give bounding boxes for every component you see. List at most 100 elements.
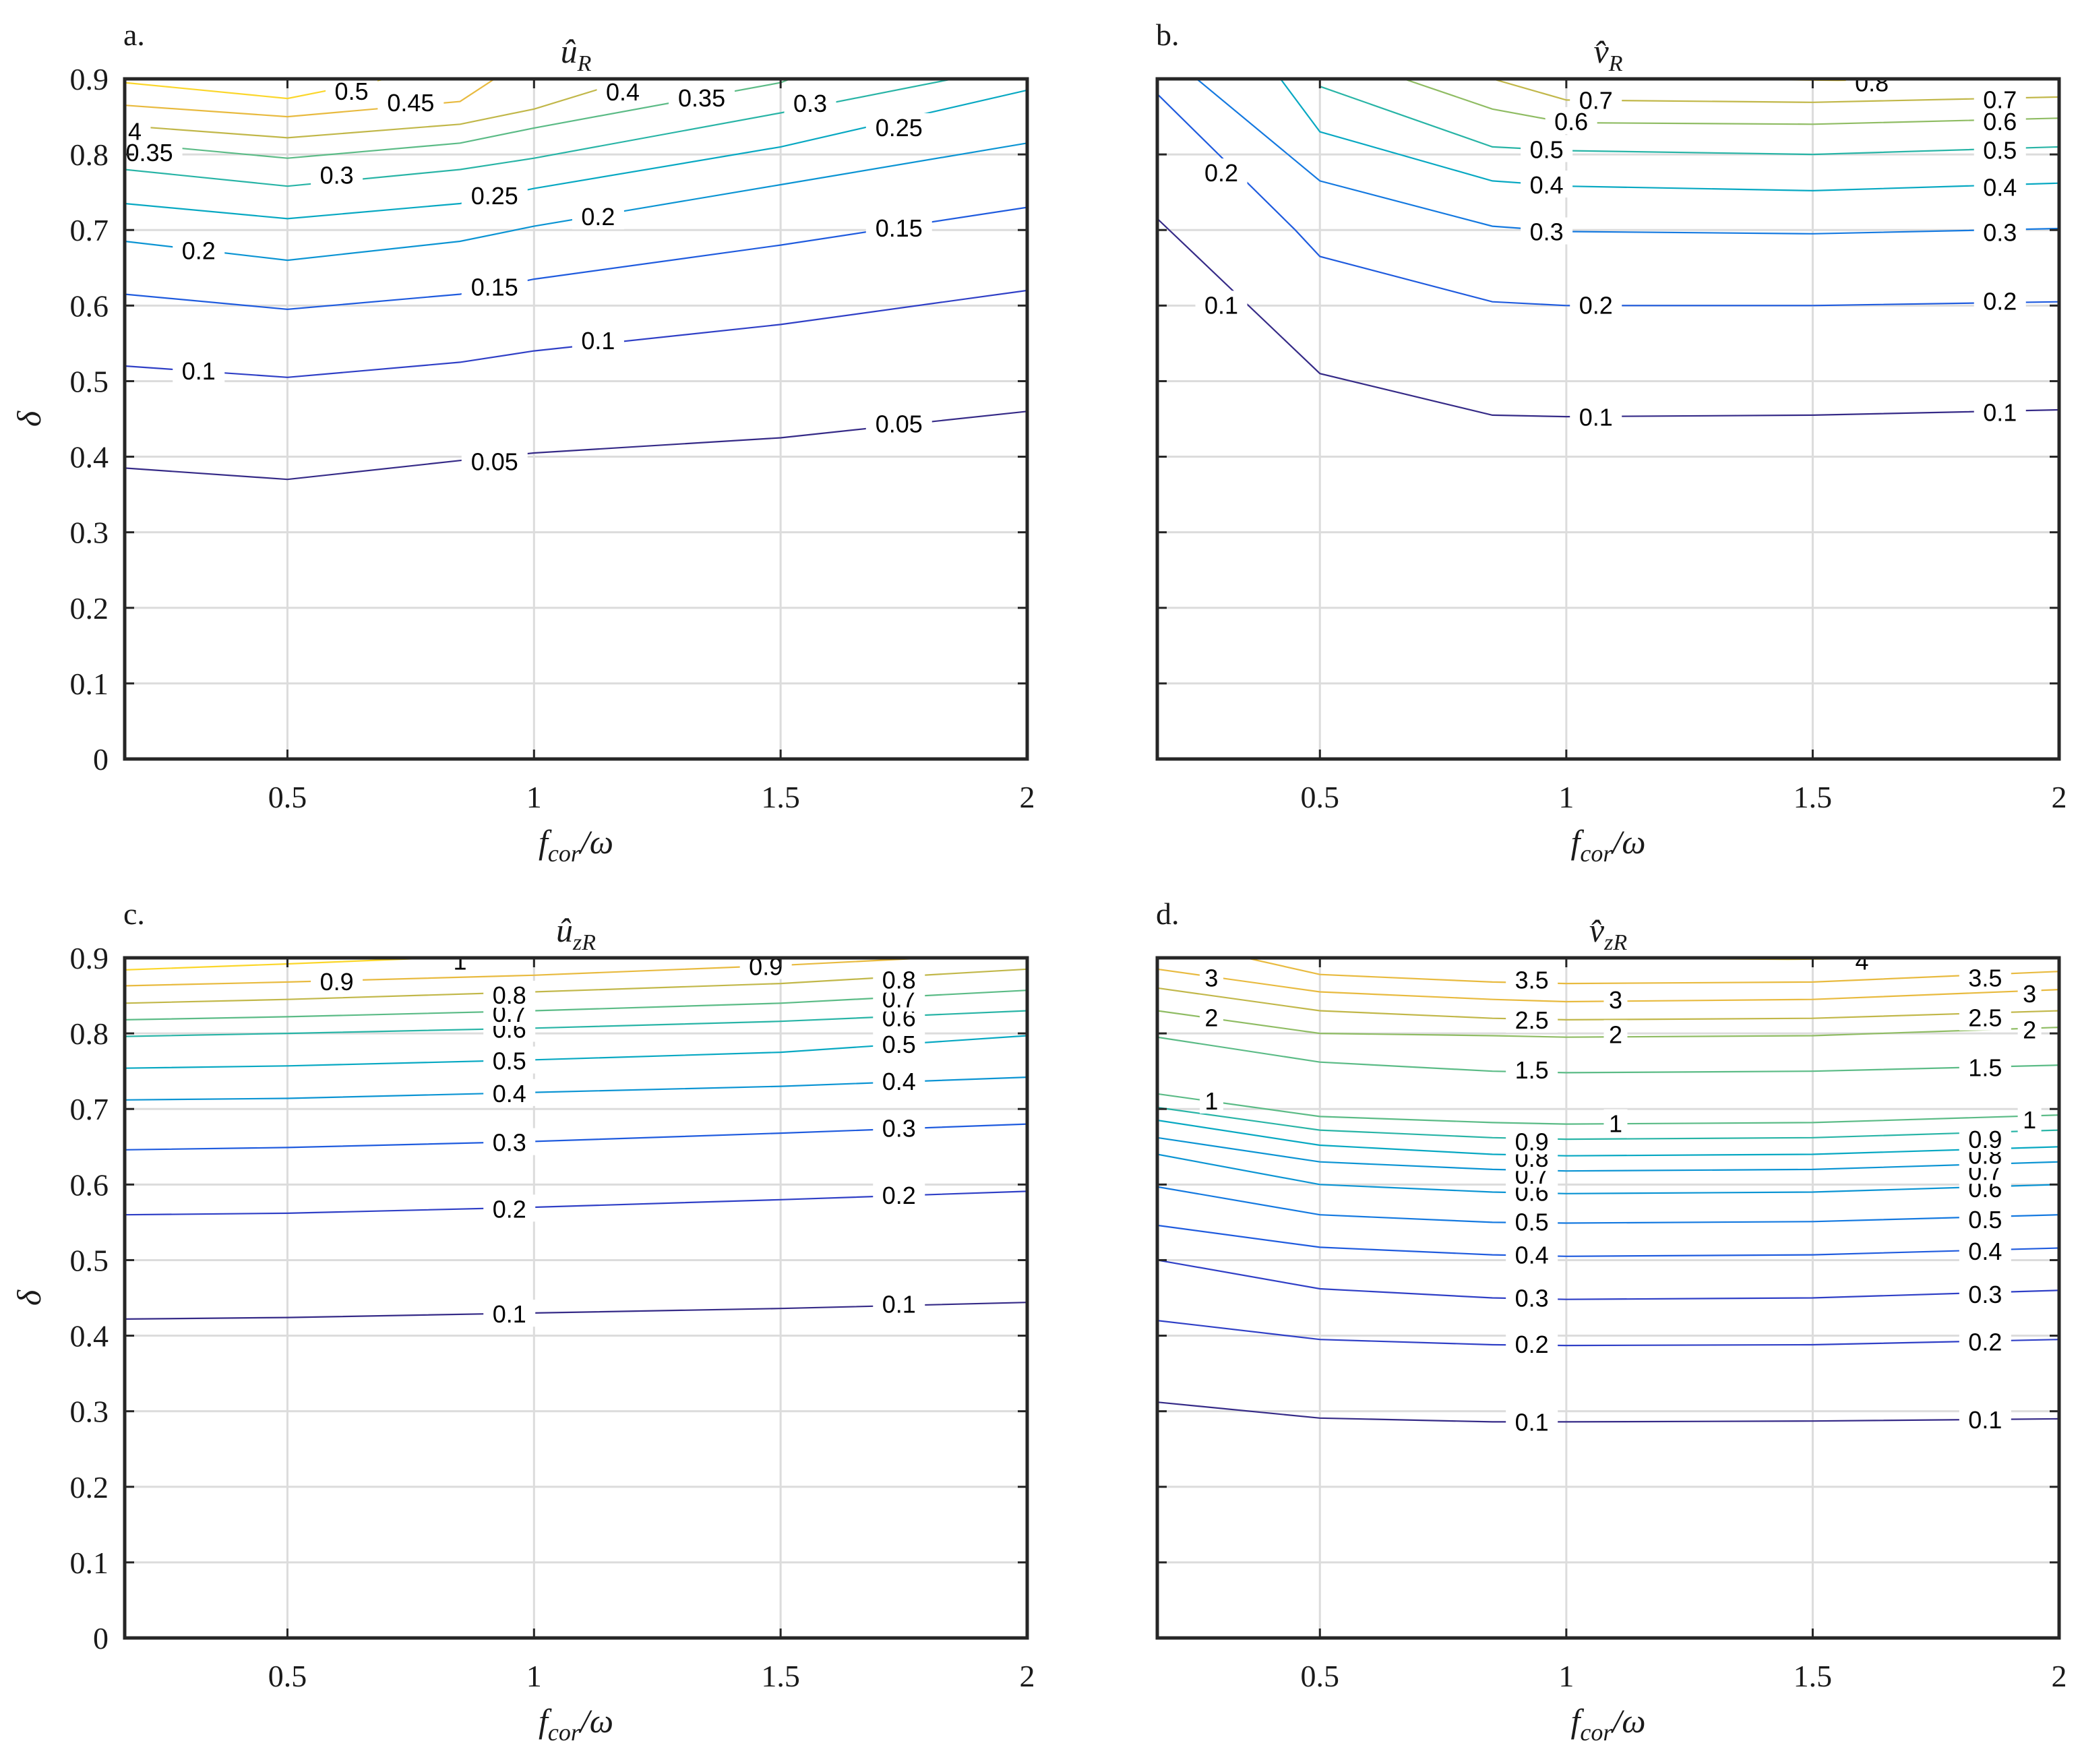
y-tick-label: 0.9 [70, 941, 109, 975]
contour-label: 0.1 [493, 1300, 526, 1328]
contour-label-bg [572, 326, 624, 354]
contour-label-bg [1603, 1109, 1628, 1136]
contour-line-0-4 [125, 79, 633, 139]
contour-label-bg [1506, 1207, 1558, 1235]
y-tick-label: 0.7 [70, 213, 109, 247]
y-tick-label: 0.3 [70, 1395, 109, 1429]
plot-frame [1155, 956, 2061, 1640]
contour-label-bg [1974, 85, 2026, 113]
contour-label-bg [1506, 1127, 1558, 1155]
y-tick-label: 0.4 [70, 1319, 109, 1354]
contour-line-0-2 [1157, 93, 2059, 307]
contour-label-bg [1845, 79, 1898, 96]
y-tick-label: 0.4 [70, 440, 109, 475]
contour-label-bg [1506, 1056, 1558, 1083]
contour-label-bg [1570, 402, 1622, 430]
contour-label: 0.3 [882, 1114, 916, 1142]
x-tick-label: 0.5 [1301, 1659, 1340, 1693]
contour-label: 0.5 [1983, 137, 2017, 164]
contour-label: 0.2 [1968, 1329, 2002, 1356]
y-tick-label: 0.5 [70, 1243, 109, 1277]
contour-line-2 [1157, 1010, 2059, 1038]
contour-label: 0.3 [1515, 1285, 1549, 1312]
panel-label: a. [123, 18, 145, 52]
contour-label: 0.8 [493, 981, 526, 1009]
contour-label: 0.2 [493, 1195, 526, 1223]
contour-label-bg [873, 1029, 925, 1057]
x-tick-label: 2 [2052, 1659, 2067, 1693]
contour-line-0-1 [125, 289, 1027, 378]
contour-label-bg [873, 1181, 925, 1209]
contour-line-0-9 [125, 958, 929, 987]
panel-a: 0.05 0.05 0.1 0.1 0.15 0.15 0.2 0.2 0.25 0.25 0.3 0… [10, 18, 1035, 867]
contour-label: 0.3 [320, 162, 354, 189]
contour-label-bg [2017, 979, 2042, 1006]
contour-label-bg [448, 958, 472, 974]
contour-label: 0.2 [581, 203, 615, 231]
contour-label: 0.2 [882, 1182, 916, 1209]
y-tick-label: 0.6 [70, 288, 109, 323]
contour-label-bg [173, 356, 225, 384]
y-tick-label: 0.5 [70, 364, 109, 398]
contour-label: 2.5 [1968, 1004, 2002, 1032]
contour-label-bg [461, 447, 528, 475]
contour-label-bg [1974, 398, 2026, 425]
x-axis-label: fcor/ω [1570, 823, 1645, 867]
contour-label: 0.4 [1530, 171, 1564, 199]
y-axis-label: δ [10, 410, 48, 427]
contour-label: 0.1 [581, 327, 615, 355]
contour-label-bg [865, 113, 932, 140]
contour-label-bg [873, 965, 925, 993]
panel-b: 0.10.1 0.10.20.2 0.20.3 0.30.4 0.40.5 0.50.6 0… [1155, 18, 2067, 867]
contour-label: 1 [2023, 1106, 2036, 1134]
y-tick-label: 0.8 [70, 1016, 109, 1051]
contour-label: 0.45 [387, 89, 434, 117]
contour-label: 2 [2023, 1016, 2036, 1044]
contour-label: 0.9 [749, 952, 783, 980]
contour-label: 0.3 [793, 90, 827, 117]
contour-label: 0.5 [1530, 135, 1564, 163]
contour-label-bg [2017, 1105, 2042, 1133]
panel-c: 0.1 0.10.2 0.20.30.30.4 0.40.50.50.6 0.60.70… [10, 896, 1035, 1746]
plot-area [1157, 958, 2059, 1638]
x-tick-label: 0.5 [268, 780, 307, 814]
contour-label-bg [483, 1128, 536, 1155]
contour-label: 0.7 [1579, 87, 1613, 115]
contour-label-bg [1959, 1205, 2011, 1233]
contour-line-0-45 [125, 79, 495, 118]
y-tick-label: 0.2 [70, 1470, 109, 1504]
contour-label-bg [483, 1046, 536, 1074]
contour-label: 0.7 [1983, 86, 2017, 113]
contour-label-bg [1521, 217, 1573, 245]
plot-frame [123, 956, 1029, 1640]
x-tick-label: 1 [1558, 1659, 1574, 1693]
contour-label: 3 [2023, 980, 2036, 1008]
contour-label: 0.1 [1515, 1408, 1549, 1436]
contour-label: 2 [1609, 1021, 1622, 1048]
contour-label: 0.4 [882, 1068, 916, 1095]
contour-label: 0.3 [493, 1129, 526, 1157]
panel-label: c. [123, 896, 145, 931]
y-tick-label: 0.9 [70, 62, 109, 96]
contour-label: 0.6 [1983, 108, 2017, 135]
contour-label-bg [483, 1300, 536, 1327]
contour-label: 0.4 [1983, 173, 2017, 201]
contour-line-0-1 [1157, 218, 2059, 418]
contour-label: 0.9 [1968, 1126, 2002, 1153]
contour-label: 0.1 [1968, 1406, 2002, 1434]
contour-label: 0.05 [471, 448, 518, 475]
contour-label-bg [739, 958, 792, 979]
panel-title: v̂R [1594, 32, 1623, 76]
contour-label: 3.5 [1968, 964, 2002, 992]
contour-label: 1.5 [1515, 1056, 1549, 1084]
contour-label: 0.25 [876, 114, 923, 142]
contour-line-0-7 [1492, 79, 2059, 103]
contour-label: 0.3 [1983, 219, 2017, 247]
contour-label-bg [483, 1194, 536, 1222]
contour-label: 4 [1856, 948, 1869, 975]
panel-label: b. [1156, 18, 1180, 52]
contour-label-bg [784, 88, 836, 116]
contour-label-bg [1974, 135, 2026, 163]
contour-label: 0.15 [876, 214, 923, 242]
